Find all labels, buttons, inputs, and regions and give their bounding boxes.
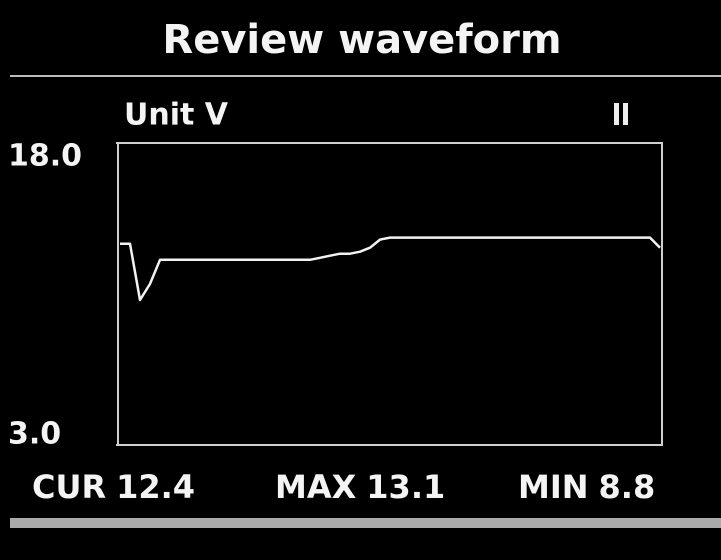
stat: MAX 13.1: [275, 468, 445, 506]
stat-label: CUR: [32, 468, 106, 506]
stat-value: 12.4: [116, 468, 195, 506]
progress-bar: [10, 518, 721, 528]
y-tick-label: 18.0: [8, 139, 82, 174]
pause-icon: [614, 103, 628, 125]
stat-label: MAX: [275, 468, 357, 506]
stat-label: MIN: [518, 468, 589, 506]
stat: CUR 12.4: [32, 468, 195, 506]
plot-frame: [117, 142, 663, 446]
stat: MIN 8.8: [518, 468, 655, 506]
unit-label: Unit V: [124, 98, 229, 133]
stat-value: 13.1: [366, 468, 445, 506]
y-tick-label: 3.0: [8, 417, 61, 452]
waveform-line: [120, 236, 661, 302]
stat-value: 8.8: [599, 468, 656, 506]
screen-title: Review waveform: [162, 17, 561, 63]
